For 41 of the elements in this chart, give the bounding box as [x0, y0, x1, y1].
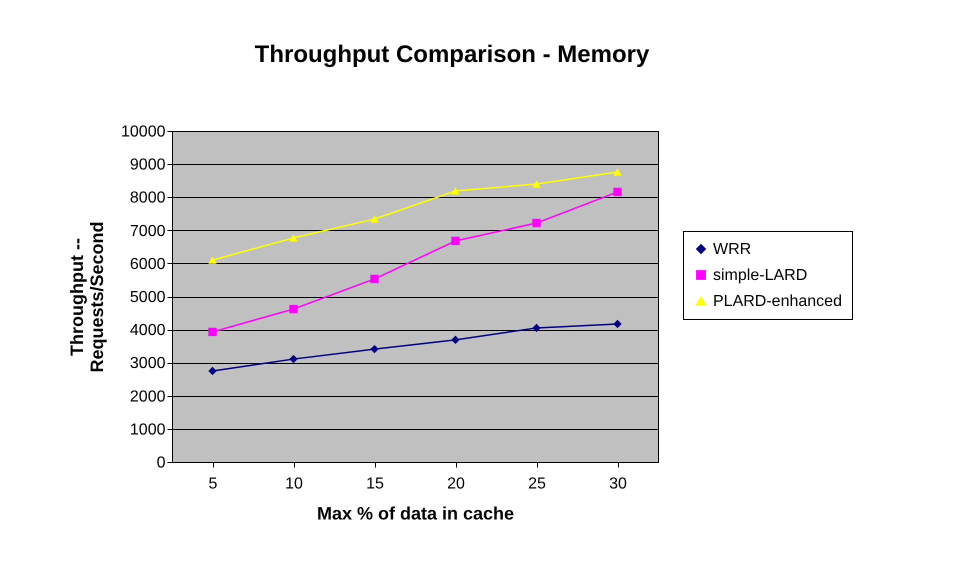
- x-tick-label: 15: [366, 476, 384, 492]
- point: [289, 354, 298, 364]
- point: [451, 236, 460, 246]
- legend-label: PLARD-enhanced: [713, 293, 842, 310]
- y-tick-label: 10000: [121, 124, 166, 140]
- y-tick-label: 6000: [130, 256, 166, 273]
- legend-label: WRR: [713, 241, 752, 258]
- y-tick-label: 8000: [130, 190, 166, 207]
- point: [370, 274, 379, 284]
- y-tick-label: 9000: [130, 156, 166, 174]
- legend-label: simple-LARD: [713, 267, 808, 284]
- point: [208, 366, 217, 376]
- point: [613, 188, 622, 196]
- point: [208, 256, 217, 264]
- point: [532, 180, 541, 188]
- point: [532, 324, 541, 332]
- y-tick-label: 3000: [130, 355, 166, 372]
- point: [289, 234, 298, 242]
- x-axis-title: Max % of data in cache: [316, 504, 514, 524]
- y-tick-label: 7000: [130, 222, 166, 240]
- x-tick-label: 20: [447, 476, 465, 492]
- y-tick-label: 5000: [130, 289, 166, 306]
- point: [451, 336, 460, 344]
- chart-title: Throughput Comparison - Memory: [254, 41, 650, 68]
- point: [289, 304, 298, 314]
- y-tick-label: 2000: [130, 388, 166, 406]
- y-tick-label: 0: [156, 454, 166, 472]
- y-tick-label: 4000: [130, 322, 166, 340]
- point: [208, 328, 217, 336]
- x-tick-label: 5: [208, 476, 218, 492]
- x-tick-label: 10: [285, 476, 303, 492]
- point: [370, 215, 379, 223]
- x-tick-label: 25: [528, 476, 546, 492]
- point: [451, 187, 460, 195]
- point: [613, 168, 622, 176]
- point: [532, 218, 541, 228]
- point: [370, 344, 379, 354]
- x-tick-label: 30: [609, 476, 627, 492]
- y-axis-title: Throughput -- Requests/Second: [67, 221, 108, 373]
- y-tick-label: 1000: [130, 421, 166, 438]
- point: [613, 320, 622, 328]
